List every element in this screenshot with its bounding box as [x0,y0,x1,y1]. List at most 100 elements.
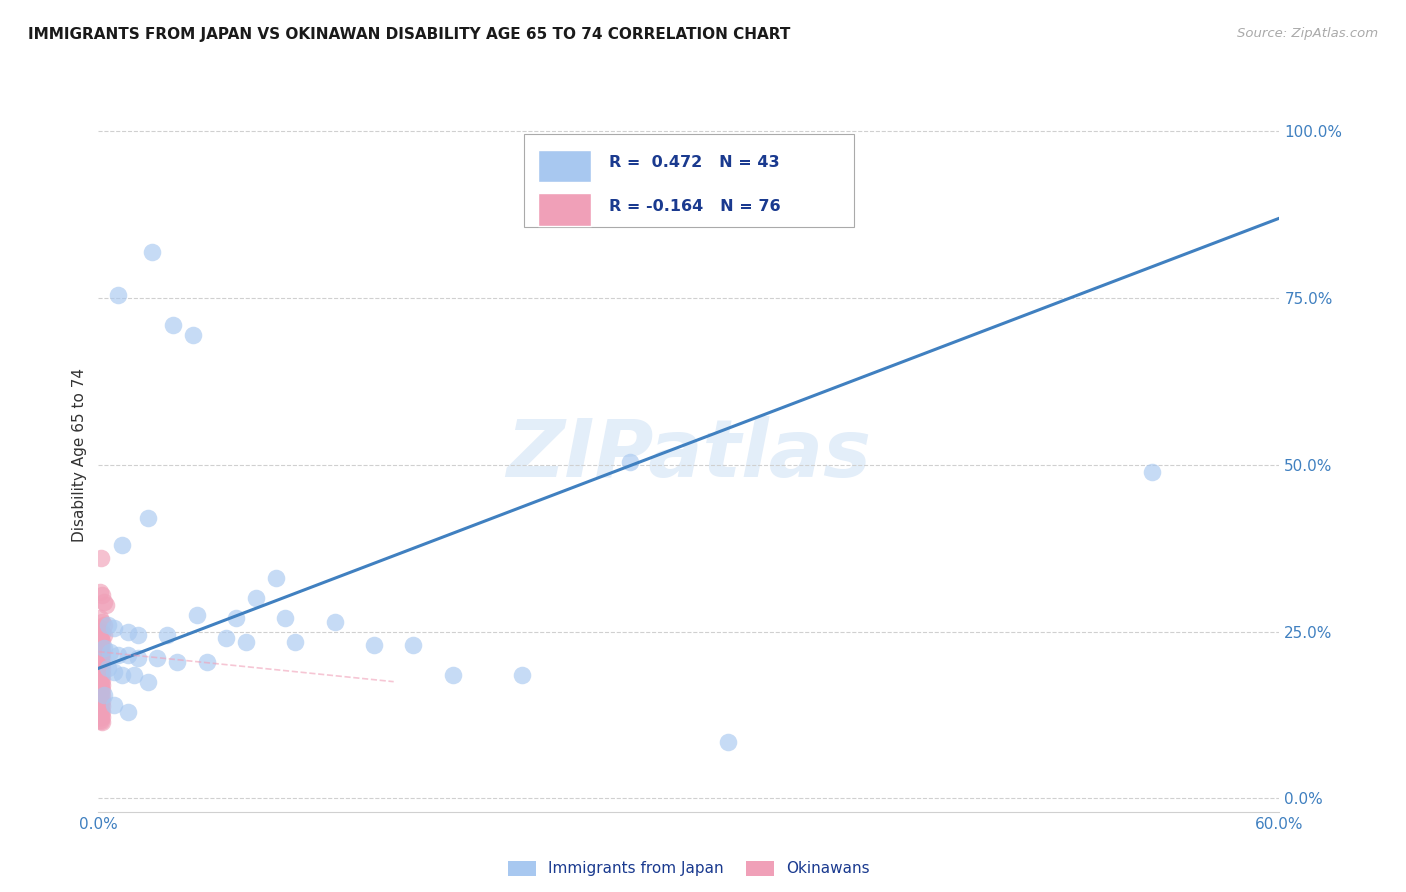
Point [90,645,112,659]
Point [136,674,159,689]
Point [510,668,533,682]
Point [89,638,111,652]
Point [90,708,112,723]
Point [195,655,218,669]
Point [146,651,169,665]
Point [89,665,111,679]
Point [274,611,297,625]
Point [235,634,257,648]
Point [225,611,247,625]
Point [97,661,120,675]
Point [117,624,139,639]
Point [89,668,111,682]
Point [89,707,111,722]
Point [91,662,114,676]
Point [89,679,111,693]
Point [717,734,740,748]
Point [245,591,267,606]
Point [93,594,115,608]
Point [107,648,129,662]
Point [90,687,112,701]
Text: IMMIGRANTS FROM JAPAN VS OKINAWAN DISABILITY AGE 65 TO 74 CORRELATION CHART: IMMIGRANTS FROM JAPAN VS OKINAWAN DISABI… [28,27,790,42]
Point [90,671,112,685]
Point [93,618,115,632]
Point [91,588,114,602]
Text: R = -0.164   N = 76: R = -0.164 N = 76 [609,199,780,214]
Point [89,658,111,673]
Point [89,691,111,706]
Point [284,634,307,648]
Point [91,634,114,648]
Point [89,690,111,704]
Point [186,607,208,622]
Point [89,624,111,639]
Point [162,318,184,332]
Point [90,640,112,654]
Legend: Immigrants from Japan, Okinawans: Immigrants from Japan, Okinawans [502,855,876,882]
Point [136,511,159,525]
Point [1140,465,1163,479]
Point [264,571,287,585]
Point [90,714,112,728]
Point [91,626,114,640]
Point [91,683,114,698]
Point [117,648,139,662]
Point [89,702,111,716]
Point [91,646,114,660]
Point [89,637,111,651]
Point [91,710,114,724]
Text: ZIPatlas: ZIPatlas [506,416,872,494]
Point [89,670,111,684]
Point [166,655,188,669]
Point [122,668,145,682]
Point [89,713,111,727]
Point [89,642,111,657]
Point [90,703,112,717]
Point [89,697,111,711]
Point [323,615,346,629]
Point [89,584,111,599]
Point [111,538,134,552]
Point [127,628,149,642]
Text: R =  0.472   N = 43: R = 0.472 N = 43 [609,155,779,170]
Point [97,618,120,632]
Point [89,663,111,677]
Point [90,665,112,680]
Point [93,641,115,656]
Point [93,688,115,702]
Point [103,621,125,635]
Point [91,640,114,655]
Point [90,650,112,665]
Point [89,673,111,688]
Point [89,700,111,714]
Point [91,715,114,730]
FancyBboxPatch shape [537,194,591,226]
Point [90,551,112,566]
Y-axis label: Disability Age 65 to 74: Disability Age 65 to 74 [72,368,87,542]
Point [91,694,114,708]
Point [90,632,112,647]
Point [619,454,641,468]
Point [93,628,115,642]
Point [89,681,111,695]
Point [90,661,112,675]
Point [91,673,114,687]
Point [91,678,114,692]
Point [91,667,114,681]
Point [91,705,114,719]
Point [363,638,385,652]
Point [89,675,111,690]
Point [89,711,111,725]
Point [89,621,111,635]
Point [89,706,111,720]
Point [111,668,134,682]
Point [89,611,111,625]
Point [402,638,425,652]
Point [91,651,114,665]
Point [98,645,121,659]
Point [89,653,111,667]
Point [90,656,112,670]
Point [90,676,112,690]
Point [91,689,114,703]
Point [90,698,112,712]
